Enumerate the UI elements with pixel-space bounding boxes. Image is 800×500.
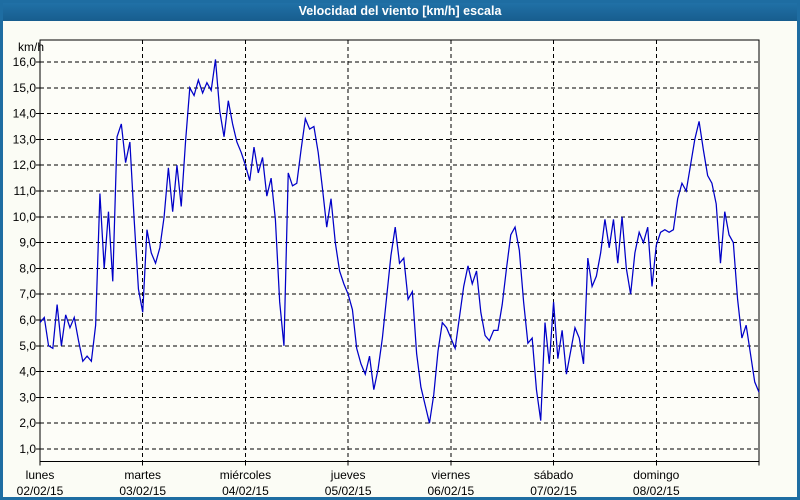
y-tick-label: 14,0: [13, 107, 37, 121]
y-tick-label: 5,0: [19, 339, 36, 353]
y-tick-label: 8,0: [19, 261, 36, 275]
day-date-label: 04/02/15: [222, 484, 269, 498]
day-date-label: 08/02/15: [633, 484, 680, 498]
y-tick-label: 1,0: [19, 442, 36, 456]
y-tick-label: 15,0: [13, 81, 37, 95]
day-name-label: domingo: [633, 468, 679, 482]
day-name-label: martes: [124, 468, 161, 482]
y-tick-label: 13,0: [13, 132, 37, 146]
y-tick-label: 2,0: [19, 416, 36, 430]
y-axis-unit-label: km/h: [18, 40, 44, 54]
day-date-label: 07/02/15: [530, 484, 577, 498]
day-date-label: 03/02/15: [119, 484, 166, 498]
y-tick-label: 11,0: [14, 184, 37, 198]
y-tick-label: 12,0: [13, 158, 37, 172]
y-tick-label: 4,0: [19, 365, 36, 379]
y-tick-label: 10,0: [13, 210, 37, 224]
day-name-label: jueves: [330, 468, 366, 482]
day-date-label: 02/02/15: [17, 484, 64, 498]
plot-frame: [39, 39, 760, 462]
title-bar[interactable]: Velocidad del viento [km/h] escala: [0, 0, 800, 21]
wind-speed-line: [39, 59, 760, 424]
y-tick-label: 3,0: [19, 390, 36, 404]
y-tick-label: 16,0: [13, 55, 37, 69]
y-tick-label: 6,0: [19, 313, 36, 327]
day-name-label: viernes: [432, 468, 471, 482]
plot-background: [40, 40, 759, 462]
day-date-label: 05/02/15: [325, 484, 372, 498]
day-name-label: lunes: [26, 468, 55, 482]
y-tick-label: 7,0: [19, 287, 36, 301]
day-date-label: 06/02/15: [427, 484, 474, 498]
window-title: Velocidad del viento [km/h] escala: [298, 3, 502, 18]
day-name-label: sábado: [534, 468, 574, 482]
y-tick-label: 9,0: [19, 236, 36, 250]
day-name-label: miércoles: [220, 468, 271, 482]
